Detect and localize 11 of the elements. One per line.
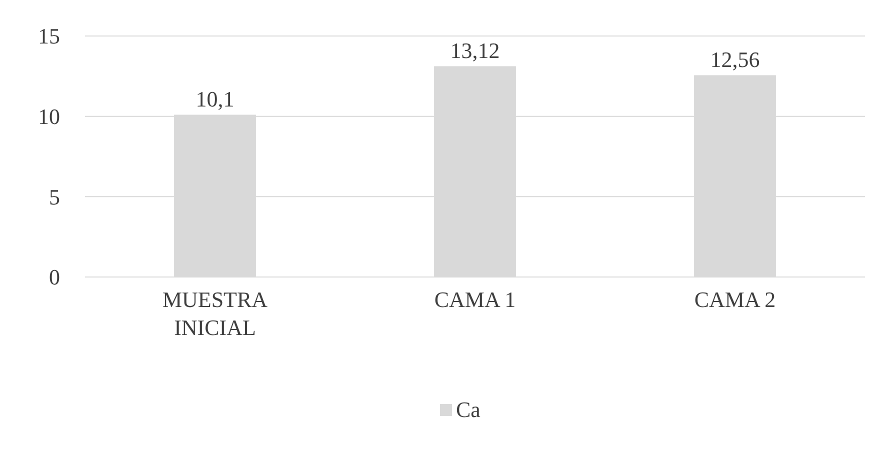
y-tick-label: 5 — [49, 184, 60, 210]
y-tick-label: 10 — [38, 104, 60, 130]
data-label: 13,12 — [450, 38, 500, 64]
legend-label: Ca — [456, 397, 481, 422]
data-label: 12,56 — [710, 47, 760, 72]
y-tick-label: 15 — [38, 24, 60, 49]
data-label: 10,1 — [196, 86, 234, 112]
x-tick-label: MUESTRA INICIAL — [162, 287, 268, 340]
x-tick-label: CAMA 1 — [434, 287, 516, 312]
y-tick-label: 0 — [49, 264, 60, 290]
x-tick-label: CAMA 2 — [694, 287, 776, 312]
